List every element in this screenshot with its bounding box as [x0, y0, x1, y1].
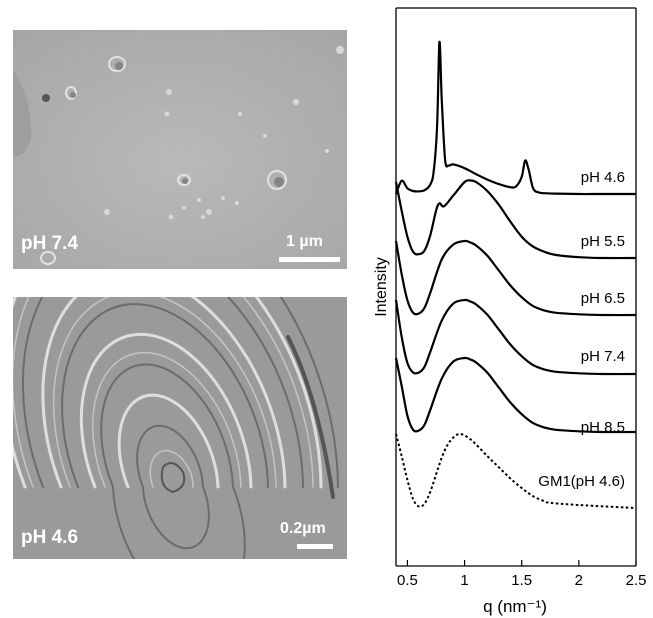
x-tick-label-2: 1.5: [511, 572, 532, 589]
series-line-0: [394, 40, 636, 196]
plot-frame: [395, 7, 637, 567]
series-line-3: [394, 298, 637, 376]
series-line-4: [394, 356, 637, 434]
series-line-1: [394, 179, 637, 260]
series-line-5: [395, 432, 637, 509]
scale-bar-1um: [279, 257, 340, 262]
series-label-1: pH 5.5: [581, 233, 625, 250]
x-tick-label-0: 0.5: [397, 572, 418, 589]
micrograph-ph-4-6-image: [13, 297, 347, 559]
series-label-2: pH 6.5: [581, 290, 625, 307]
scale-label-1um: 1 µm: [286, 233, 323, 250]
micrograph-ph-7-4: [13, 30, 347, 269]
series-labels: pH 4.6 pH 5.5 pH 6.5 pH 7.4 pH 8.5 GM1(pH 4.6…: [538, 169, 625, 490]
series-label-5: GM1(pH 4.6): [538, 473, 625, 490]
x-tick-label-1: 1: [460, 572, 468, 589]
series-group: [394, 40, 637, 509]
x-tick-label-4: 2.5: [626, 572, 647, 589]
x-ticks: 0.5 1 1.5 2 2.5: [397, 560, 646, 589]
scale-bar-0-2um: [297, 544, 333, 549]
x-tick-label-3: 2: [575, 572, 583, 589]
micrograph-ph-7-4-image: [13, 30, 347, 269]
x-axis-label: q (nm⁻¹): [483, 597, 547, 616]
micrograph-ph-4-6-label: pH 4.6: [21, 527, 79, 548]
saxs-chart: 0.5 1 1.5 2 2.5 pH 4.6 pH 5.5 pH 6.5 pH 7.4 pH 8…: [373, 7, 646, 616]
y-axis-label: Intensity: [373, 257, 390, 317]
micrograph-ph-4-6: [13, 297, 347, 559]
scale-label-0-2um: 0.2µm: [280, 520, 326, 537]
series-line-2: [394, 239, 637, 317]
micrograph-ph-7-4-label: pH 7.4: [21, 233, 79, 254]
series-label-3: pH 7.4: [581, 348, 625, 365]
series-label-4: pH 8.5: [581, 419, 625, 436]
series-label-0: pH 4.6: [581, 169, 625, 186]
